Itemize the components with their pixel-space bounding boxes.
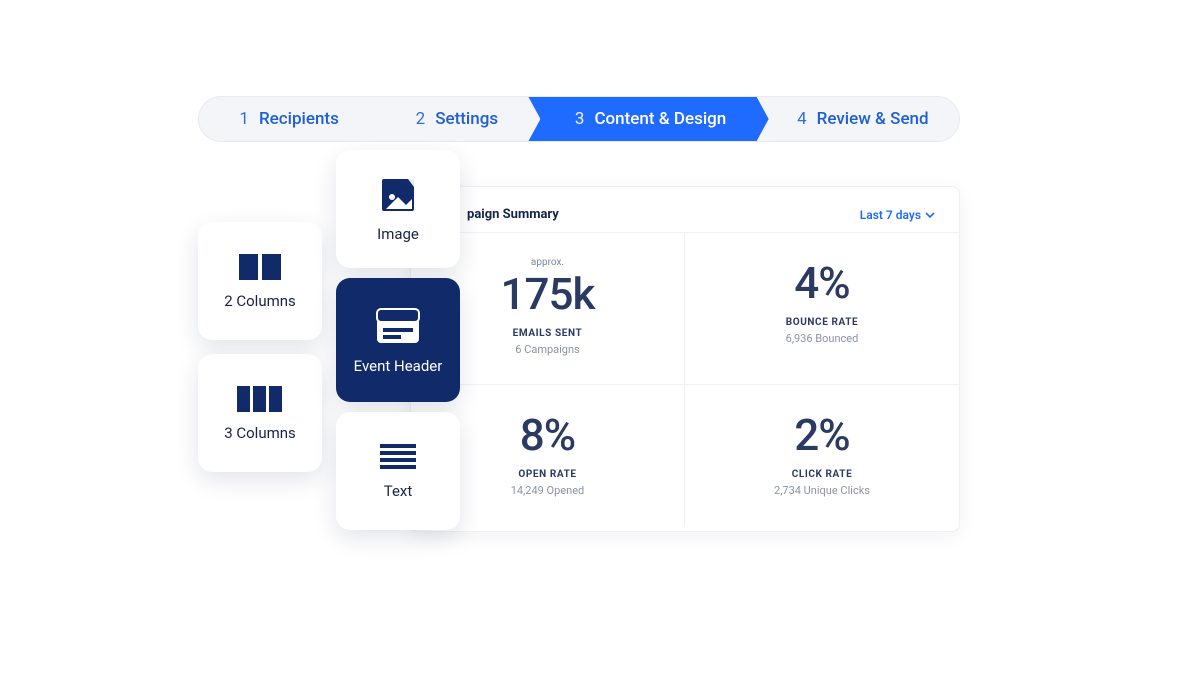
campaign-summary-panel: paign Summary Last 7 days approx. 175k E…	[410, 186, 960, 532]
metric-label: CLICK RATE	[792, 469, 853, 480]
metric-value: 2%	[794, 409, 849, 461]
step-label: Recipients	[259, 109, 339, 129]
event-header-icon	[373, 305, 423, 347]
block-three-columns[interactable]: 3 Columns	[198, 354, 322, 472]
metric-label: OPEN RATE	[518, 469, 576, 480]
metrics-grid: approx. 175k EMAILS SENT 6 Campaigns 4% …	[411, 232, 959, 525]
metric-bounce-rate: 4% BOUNCE RATE 6,936 Bounced	[685, 232, 959, 384]
image-icon	[378, 175, 418, 215]
tile-label: 3 Columns	[224, 424, 296, 442]
metric-sub: 6 Campaigns	[515, 343, 579, 356]
date-range-dropdown[interactable]: Last 7 days	[860, 208, 935, 222]
block-event-header[interactable]: Event Header	[336, 278, 460, 402]
metric-sub: 6,936 Bounced	[786, 332, 859, 345]
step-number: 2	[416, 109, 426, 129]
step-label: Content & Design	[594, 109, 726, 129]
step-recipients[interactable]: 1 Recipients	[199, 97, 369, 141]
tile-label: 2 Columns	[224, 292, 296, 310]
step-settings[interactable]: 2 Settings	[369, 97, 528, 141]
step-number: 4	[797, 109, 807, 129]
step-number: 3	[575, 109, 585, 129]
tile-label: Text	[384, 482, 413, 500]
metric-label: EMAILS SENT	[513, 328, 583, 339]
step-label: Review & Send	[817, 109, 929, 129]
metric-sub: 14,249 Opened	[511, 484, 585, 497]
step-number: 1	[239, 109, 249, 129]
range-label: Last 7 days	[860, 208, 921, 222]
chevron-down-icon	[925, 210, 935, 220]
text-icon	[378, 442, 418, 472]
metric-value: 8%	[520, 409, 575, 461]
metric-label: BOUNCE RATE	[786, 317, 859, 328]
approx-label: approx.	[531, 257, 564, 268]
tile-label: Image	[377, 225, 419, 243]
step-label: Settings	[435, 109, 498, 129]
panel-header: paign Summary Last 7 days	[411, 187, 959, 232]
metric-value: 4%	[794, 257, 849, 309]
metric-sub: 2,734 Unique Clicks	[774, 484, 870, 497]
wizard-stepper: 1 Recipients 2 Settings 3 Content & Desi…	[198, 96, 960, 142]
step-review-send[interactable]: 4 Review & Send	[757, 97, 959, 141]
two-columns-icon	[237, 252, 283, 282]
step-content-design[interactable]: 3 Content & Design	[528, 97, 756, 141]
block-text[interactable]: Text	[336, 412, 460, 530]
block-two-columns[interactable]: 2 Columns	[198, 222, 322, 340]
metric-value: 175k	[501, 268, 595, 320]
metric-click-rate: 2% CLICK RATE 2,734 Unique Clicks	[685, 384, 959, 525]
tile-label: Event Header	[354, 357, 443, 375]
panel-title: paign Summary	[467, 207, 559, 222]
three-columns-icon	[235, 384, 285, 414]
block-image[interactable]: Image	[336, 150, 460, 268]
